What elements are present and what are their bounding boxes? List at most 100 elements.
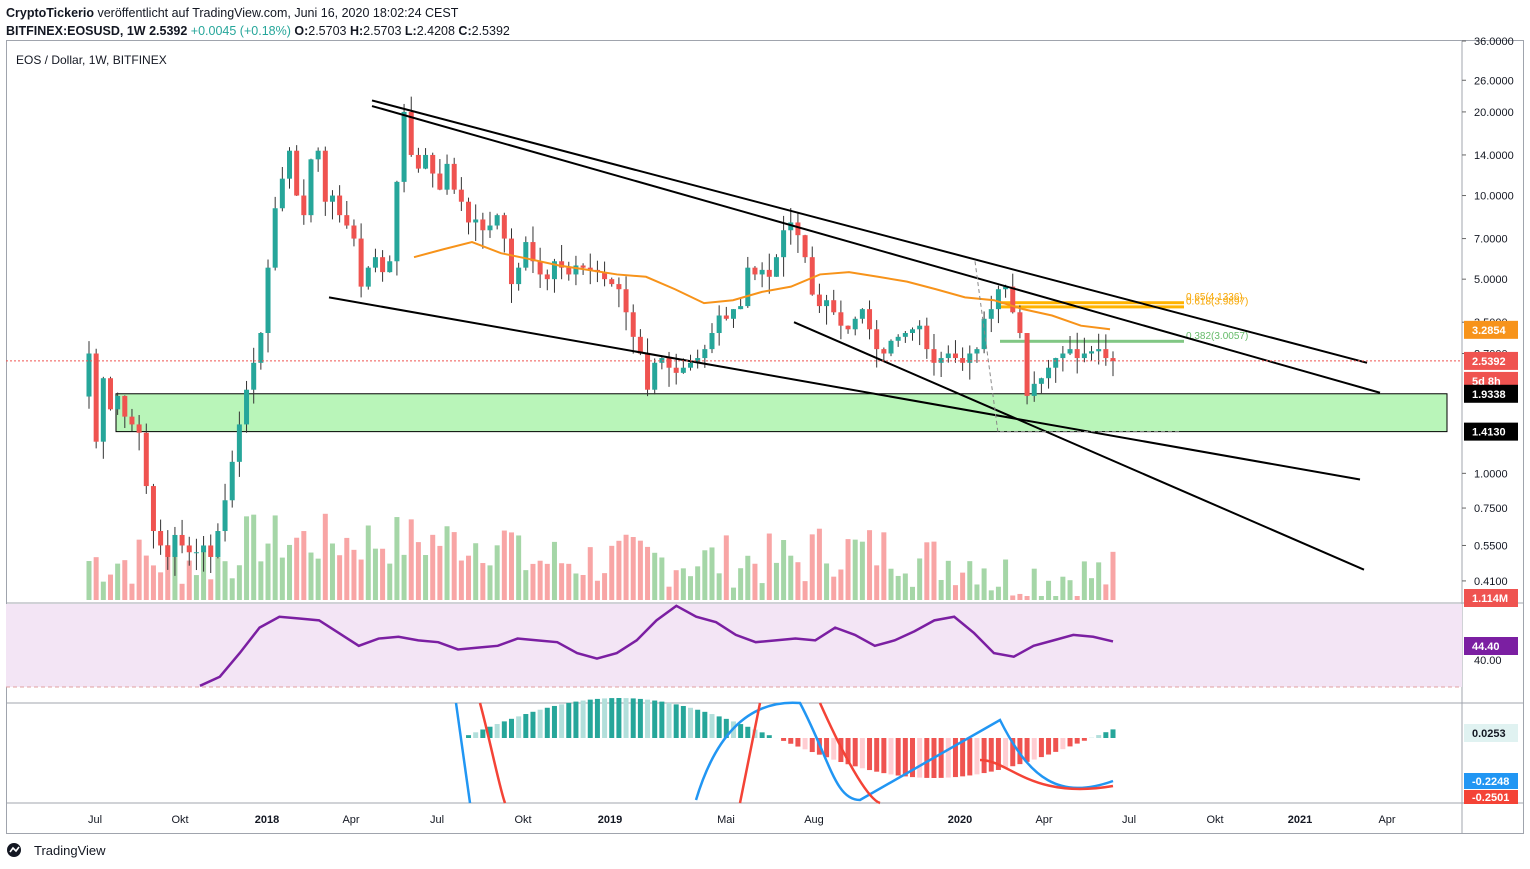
candle [215,523,221,559]
candle-body [587,267,593,270]
candle [115,392,121,415]
time-axis-label: Jul [430,814,444,826]
candle-body [616,284,622,290]
volume-bar [1110,551,1116,600]
candle-body [838,312,844,326]
volume-bar [838,569,844,600]
candle-body [208,545,214,557]
candle [358,223,364,298]
trend-channel-line [328,296,1361,481]
candle [924,317,930,359]
volume-bar [645,546,651,600]
candle-body [888,340,894,354]
time-axis-label: 2019 [598,814,622,826]
candle-body [652,362,658,390]
candle-body [917,325,923,330]
candle [351,219,357,247]
volume-bar [1010,595,1016,600]
candle-body [186,545,192,553]
candle-body [1060,353,1066,359]
candle [516,262,522,291]
macd-histogram-bar [1010,738,1016,767]
volume-bar [351,549,357,600]
price-badge-label: 2.5392 [1472,356,1506,368]
candle-body [222,500,228,532]
candle [881,347,887,361]
candle-body [752,267,758,275]
footer-brand[interactable]: TradingView [34,842,106,858]
macd-histogram-bar [623,698,629,738]
candle-body [143,432,149,487]
candle [258,332,264,370]
rsi-background [6,604,1462,687]
candle [423,148,429,170]
candle-body [308,159,314,216]
candle [824,294,830,325]
candle-body [895,336,901,341]
volume-bar [279,557,285,600]
candle-body [122,395,128,417]
chart-symbol-label: EOS / Dollar, 1W, BITFINEX [16,53,167,67]
candle-body [501,215,507,239]
candle [838,300,844,340]
volume-bar [516,535,522,600]
macd-histogram-bar [745,726,751,738]
volume-bar [580,574,586,600]
candle-body [129,416,135,425]
macd-histogram-bar [1017,738,1023,765]
volume-bar [637,540,643,600]
candle [895,334,901,347]
volume-bar [165,545,171,600]
candle-body [337,195,343,216]
macd-histogram-bar [888,738,894,775]
price-badge [1464,422,1518,441]
macd-histogram-bar [838,738,844,763]
candle [688,354,694,371]
candle-body [1053,358,1059,368]
candle [888,339,894,357]
candle [831,289,837,315]
publisher-name[interactable]: CryptoTickerio [6,6,94,20]
volume-bar [444,526,450,600]
candle [201,535,207,572]
time-axis-label: Jul [1122,814,1136,826]
macd-histogram-bar [702,711,708,738]
candle [136,415,142,451]
volume-bar [616,540,622,600]
candle-body [766,269,772,277]
volume-bar [193,575,199,600]
candle [1067,336,1073,356]
published-text: veröffentlicht auf TradingView.com, Juni… [97,6,459,20]
volume-bar [895,575,901,600]
volume-bar [795,562,801,600]
macd-histogram-bar [501,721,507,738]
macd-histogram-bar [602,698,608,738]
volume-bar [394,517,400,600]
trend-channel-line [793,321,1365,571]
candle [917,320,923,346]
volume-bar [287,544,293,600]
macd-histogram-bar [859,738,865,769]
candle-body [494,215,500,226]
volume-bar [530,563,536,600]
volume-bar [236,565,242,600]
candle [315,147,321,172]
macd-histogram-bar [516,716,522,738]
volume-bar [874,565,880,600]
candle-body [451,163,457,190]
candle-body [824,300,830,307]
volume-bar [995,586,1001,600]
macd-histogram-bar [845,738,851,765]
candle-body [301,195,307,216]
candle [508,228,514,303]
volume-bar [537,560,543,600]
candle [265,259,271,353]
candle-body [516,267,522,285]
candle-body [437,173,443,190]
macd-histogram-bar [874,738,880,772]
macd-histogram-bar [831,738,837,760]
volume-bar [473,543,479,600]
candle-body [831,300,837,313]
macd-histogram-bar [924,738,930,778]
